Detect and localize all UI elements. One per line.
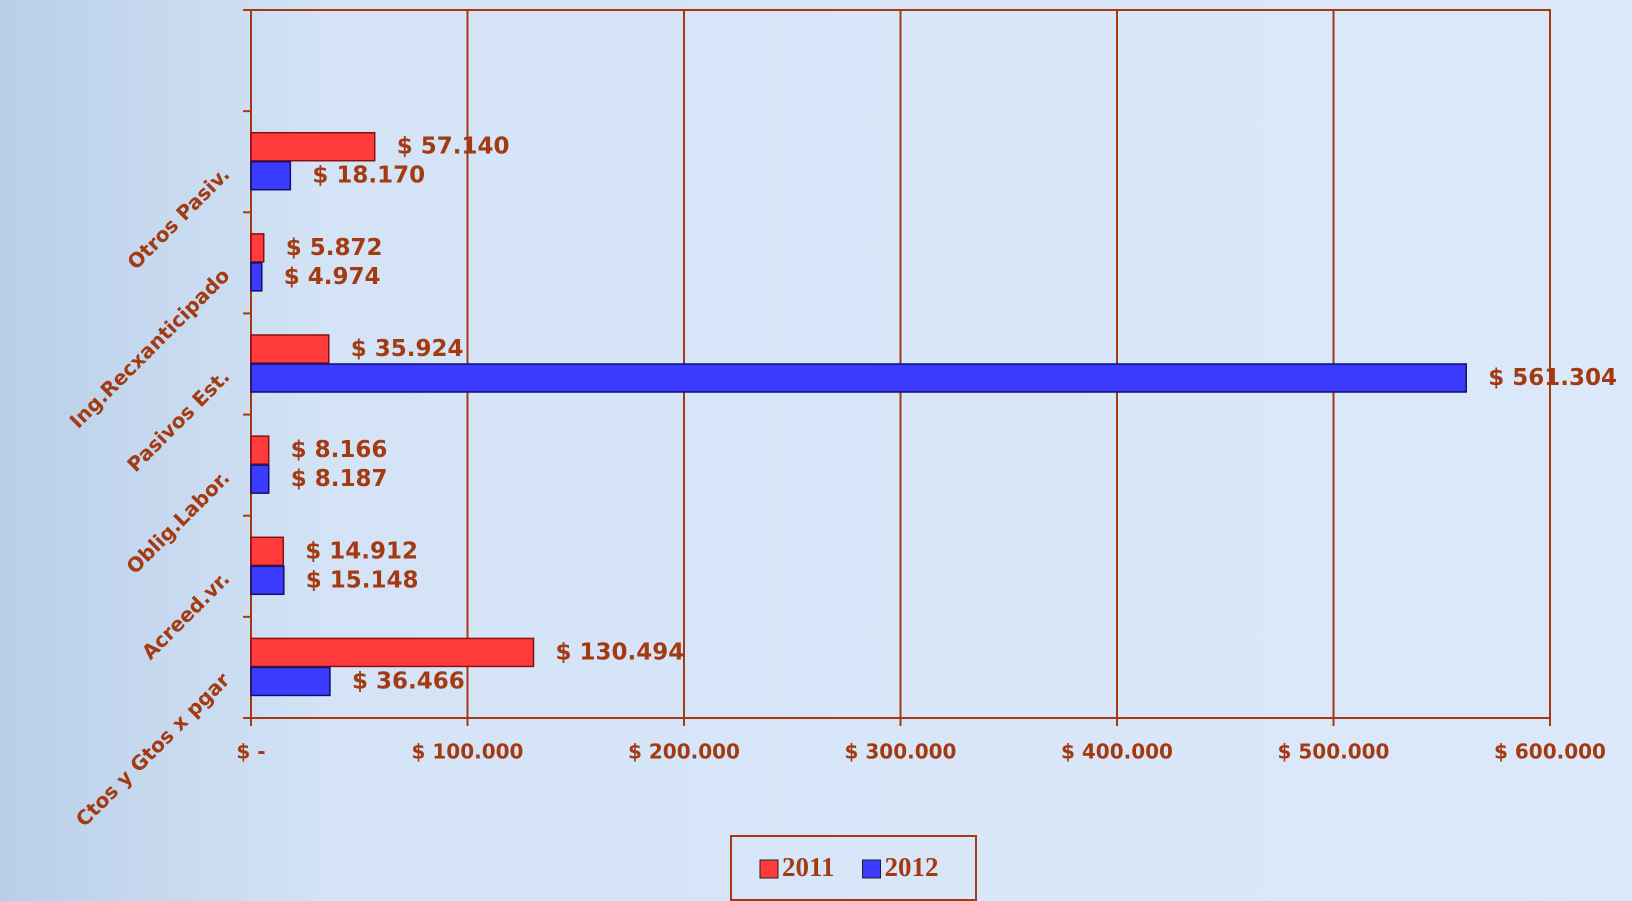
x-tick-label: $ 200.000: [628, 740, 740, 764]
x-tick-label: $ -: [236, 740, 265, 764]
data-label: $ 130.494: [556, 639, 685, 665]
x-tick-label: $ 300.000: [845, 740, 957, 764]
bar: [250, 363, 1467, 393]
bar: [250, 666, 331, 697]
bar: [250, 464, 270, 494]
bar: [250, 233, 265, 263]
data-label: $ 8.187: [291, 466, 388, 492]
x-tick-label: $ 100.000: [412, 740, 524, 764]
data-label: $ 15.148: [306, 567, 419, 593]
bar: [250, 536, 285, 567]
data-label: $ 8.166: [291, 437, 388, 463]
data-label: $ 4.974: [284, 264, 381, 290]
legend-label: 2012: [885, 852, 939, 882]
data-label: $ 18.170: [312, 163, 425, 189]
legend-box: [730, 835, 977, 901]
data-label: $ 57.140: [397, 134, 510, 160]
x-tick-label: $ 600.000: [1494, 740, 1606, 764]
data-label: $ 5.872: [286, 235, 383, 261]
legend-label: 2011: [782, 852, 835, 882]
x-tick-label: $ 400.000: [1061, 740, 1173, 764]
bar: [250, 334, 330, 364]
bar: [250, 637, 535, 668]
x-tick-label: $ 500.000: [1278, 740, 1390, 764]
bar: [250, 131, 376, 162]
bar: [250, 435, 270, 465]
data-label: $ 561.304: [1488, 365, 1617, 391]
bar: [250, 565, 285, 596]
legend-swatch: [862, 859, 882, 879]
bar: [250, 160, 292, 191]
legend-swatch: [759, 859, 779, 879]
data-label: $ 14.912: [305, 538, 418, 564]
data-label: $ 35.924: [351, 336, 464, 362]
bar: [250, 262, 263, 292]
data-label: $ 36.466: [352, 668, 465, 694]
